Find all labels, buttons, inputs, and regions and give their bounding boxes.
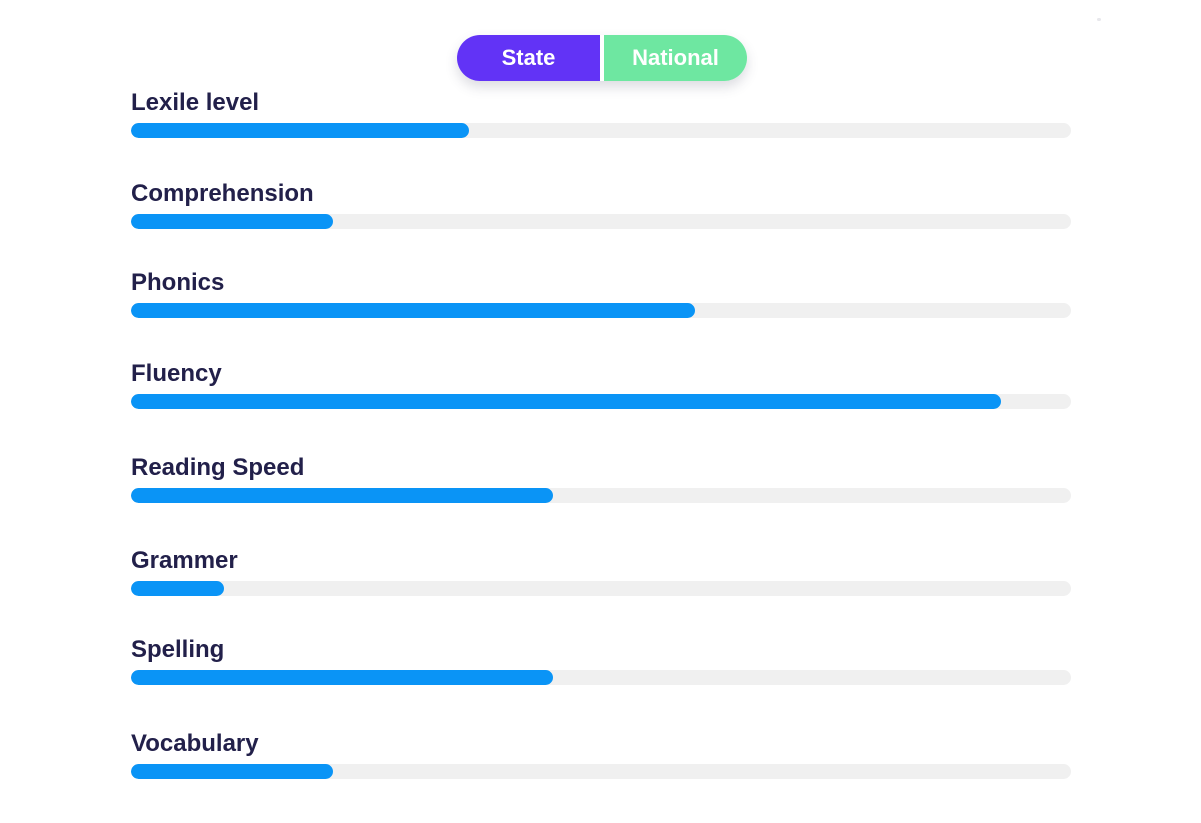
metric-label: Phonics [131,269,225,296]
metric-label: Vocabulary [131,730,259,757]
metric-label: Fluency [131,360,222,387]
progress-track [131,764,1071,779]
state-national-toggle: State National [457,35,747,81]
progress-track [131,303,1071,318]
metric-label: Comprehension [131,180,314,207]
corner-mark [1097,18,1101,21]
progress-track [131,123,1071,138]
progress-fill [131,214,334,229]
progress-track [131,214,1071,229]
progress-fill [131,764,334,779]
progress-track [131,581,1071,596]
progress-fill [131,488,554,503]
progress-track [131,488,1071,503]
progress-fill [131,303,695,318]
progress-track [131,670,1071,685]
metric-label: Spelling [131,636,225,663]
progress-fill [131,123,470,138]
metric-label: Reading Speed [131,454,305,481]
progress-track [131,394,1071,409]
progress-fill [131,581,225,596]
progress-fill [131,670,554,685]
progress-fill [131,394,1002,409]
national-button[interactable]: National [604,35,747,81]
metric-label: Grammer [131,547,238,574]
state-button[interactable]: State [457,35,600,81]
metric-label: Lexile level [131,89,260,116]
